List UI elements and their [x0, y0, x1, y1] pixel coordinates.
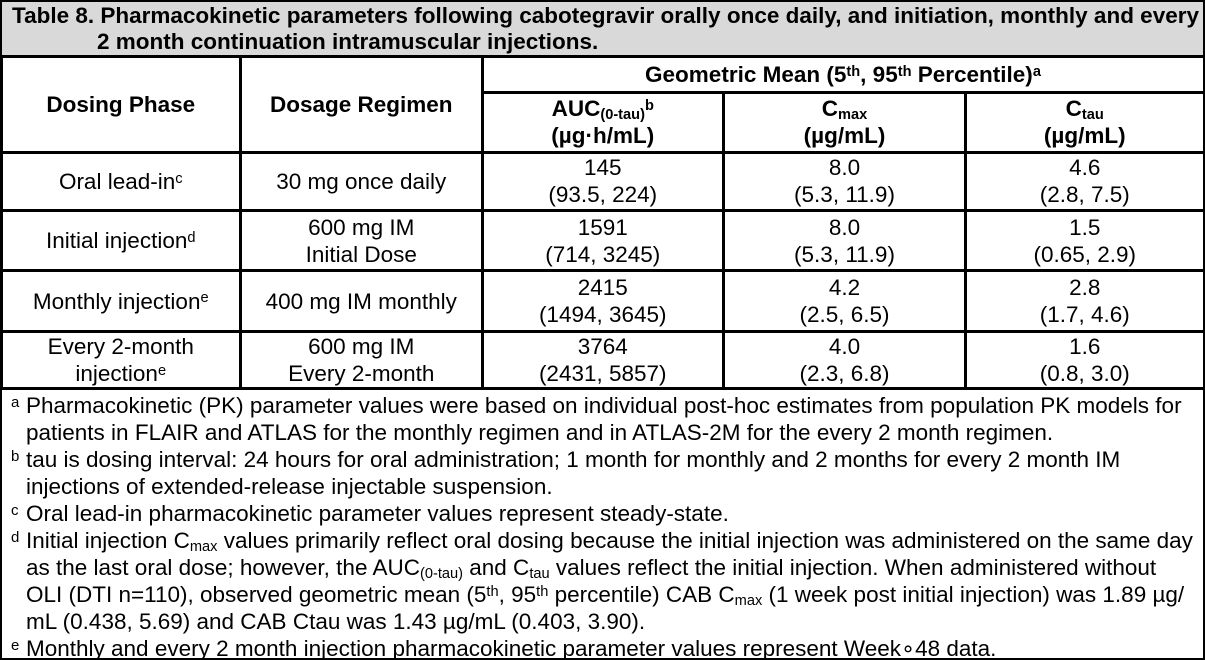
cell-cmax: 4.0 (2.3, 6.8) — [722, 330, 967, 390]
column-header-geometric-mean: Geometric Mean (5th, 95th Percentile)a — [480, 55, 1203, 94]
footnote-line: patients in FLAIR and ATLAS for the mont… — [26, 420, 1054, 445]
column-header-ctau: Ctau (µg/mL) — [964, 91, 1203, 154]
footnote-line: mL (0.438, 5.69) and CAB Ctau was 1.43 µ… — [26, 609, 646, 634]
footnote-line: tau is dosing interval: 24 hours for ora… — [26, 447, 1121, 472]
pharmacokinetic-table: Dosing Phase Dosage Regimen Geometric Me… — [2, 55, 1203, 390]
table-row-oral-lead-in: Oral lead-inc 30 mg once daily 145 (93.5,… — [2, 150, 1203, 212]
footnote-line: Monthly and every 2 month injection phar… — [26, 636, 997, 660]
footnote-line: as the last oral dose; however, the AUC(… — [26, 555, 1157, 582]
footnote-marker: c — [11, 502, 19, 519]
footnote-line: Oral lead-in pharmacokinetic parameter v… — [26, 501, 729, 526]
footnote-b: b tau is dosing interval: 24 hours for or… — [2, 446, 1197, 500]
cell-cmax: 4.2 (2.5, 6.5) — [722, 269, 967, 333]
table-title-bar: Table 8. Pharmacokinetic parameters foll… — [2, 2, 1203, 55]
table-row-monthly-injection: Monthly injectione 400 mg IM monthly 241… — [2, 269, 1203, 333]
cell-regimen: 30 mg once daily — [239, 150, 484, 212]
header-row-top: Dosing Phase Dosage Regimen Geometric Me… — [2, 55, 1203, 154]
cell-ctau: 1.5 (0.65, 2.9) — [964, 209, 1203, 272]
cell-cmax: 8.0 (5.3, 11.9) — [722, 150, 967, 212]
header-row-sub: AUC(0-tau)b (µg·h/mL) Cmax (µg/mL) Ctau (µg… — [2, 91, 1203, 154]
cell-regimen: 400 mg IM monthly — [239, 269, 484, 333]
cell-phase: Initial injectiond — [2, 209, 242, 272]
footnote-marker: a — [11, 394, 20, 411]
column-header-cmax: Cmax (µg/mL) — [722, 91, 967, 154]
footnote-e: e Monthly and every 2 month injection pha… — [2, 635, 1197, 660]
footnote-c: c Oral lead-in pharmacokinetic parameter … — [2, 500, 1197, 527]
cell-auc: 145 (93.5, 224) — [480, 150, 725, 212]
footnote-d: d Initial injection Cmax values primarily… — [2, 527, 1197, 635]
cell-auc: 1591 (714, 3245) — [480, 209, 725, 272]
table-row-every-2-month-injection: Every 2-month injectione 600 mg IM Every 2… — [2, 330, 1203, 390]
column-header-auc: AUC(0-tau)b (µg·h/mL) — [480, 91, 725, 154]
footnote-marker: b — [11, 448, 20, 465]
footnotes: a Pharmacokinetic (PK) parameter values w… — [2, 390, 1203, 660]
footnote-line: Initial injection Cmax values primarily … — [26, 528, 1193, 555]
cell-regimen: 600 mg IM Initial Dose — [239, 209, 484, 272]
cell-phase: Oral lead-inc — [2, 150, 242, 212]
cell-ctau: 1.6 (0.8, 3.0) — [964, 330, 1203, 390]
column-header-dosing-phase: Dosing Phase — [2, 55, 242, 154]
cell-ctau: 2.8 (1.7, 4.6) — [964, 269, 1203, 333]
cell-phase: Monthly injectione — [2, 269, 242, 333]
column-header-dosage-regimen: Dosage Regimen — [239, 55, 484, 154]
cell-cmax: 8.0 (5.3, 11.9) — [722, 209, 967, 272]
footnote-line: Pharmacokinetic (PK) parameter values we… — [26, 393, 1182, 418]
table-title: Table 8. Pharmacokinetic parameters foll… — [12, 3, 1199, 54]
footnote-line: injections of extended-release injectabl… — [26, 474, 553, 499]
footnote-line: OLI (DTI n=110), observed geometric mean… — [26, 582, 1185, 609]
cell-phase: Every 2-month injectione — [2, 330, 242, 390]
table-row-initial-injection: Initial injectiond 600 mg IM Initial Dose… — [2, 209, 1203, 272]
footnote-a: a Pharmacokinetic (PK) parameter values w… — [2, 392, 1197, 446]
footnote-marker: d — [11, 529, 20, 546]
cell-ctau: 4.6 (2.8, 7.5) — [964, 150, 1203, 212]
cell-auc: 3764 (2431, 5857) — [480, 330, 725, 390]
footnote-marker: e — [11, 637, 20, 654]
cell-regimen: 600 mg IM Every 2-month — [239, 330, 484, 390]
cell-auc: 2415 (1494, 3645) — [480, 269, 725, 333]
